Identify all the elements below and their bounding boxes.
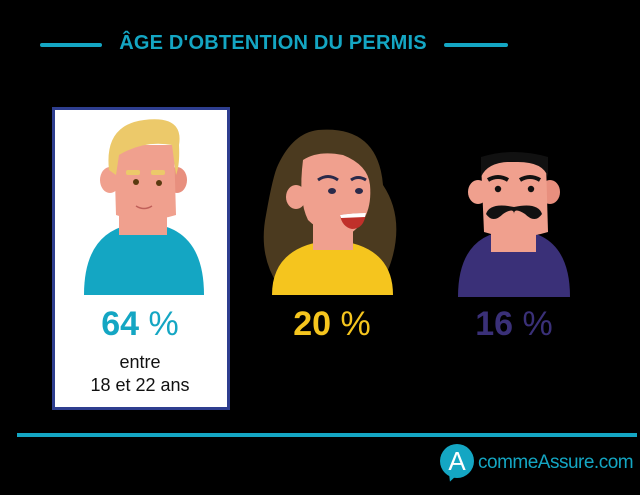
percent-value: 16 — [475, 305, 514, 343]
percent-young-men: 64 % — [70, 305, 210, 344]
title-row: ÂGE D'OBTENTION DU PERMIS — [0, 30, 640, 60]
speech-bubble-icon — [440, 444, 474, 478]
footer-divider — [17, 433, 637, 437]
age-range-line2: 18 et 22 ans — [90, 375, 190, 395]
woman-brown-hair-icon — [263, 129, 397, 295]
percent-symbol: % — [522, 305, 553, 343]
logo-letter: A — [448, 446, 466, 476]
age-range-label: entre 18 et 22 ans — [60, 351, 220, 397]
man-mustache-icon — [458, 152, 570, 297]
logo-text: commeAssure.com — [478, 452, 634, 473]
page-title: ÂGE D'OBTENTION DU PERMIS — [119, 32, 427, 54]
percent-value: 64 — [101, 305, 140, 343]
percent-older-men: 16 % — [444, 305, 584, 344]
title-rule-left — [40, 43, 102, 47]
percent-symbol: % — [148, 305, 179, 343]
young-blond-man-icon — [84, 119, 204, 295]
percent-symbol: % — [340, 305, 371, 343]
percent-women: 20 % — [262, 305, 402, 344]
title-rule-right — [444, 43, 508, 47]
percent-value: 20 — [293, 305, 332, 343]
age-range-line1: entre — [119, 352, 161, 372]
